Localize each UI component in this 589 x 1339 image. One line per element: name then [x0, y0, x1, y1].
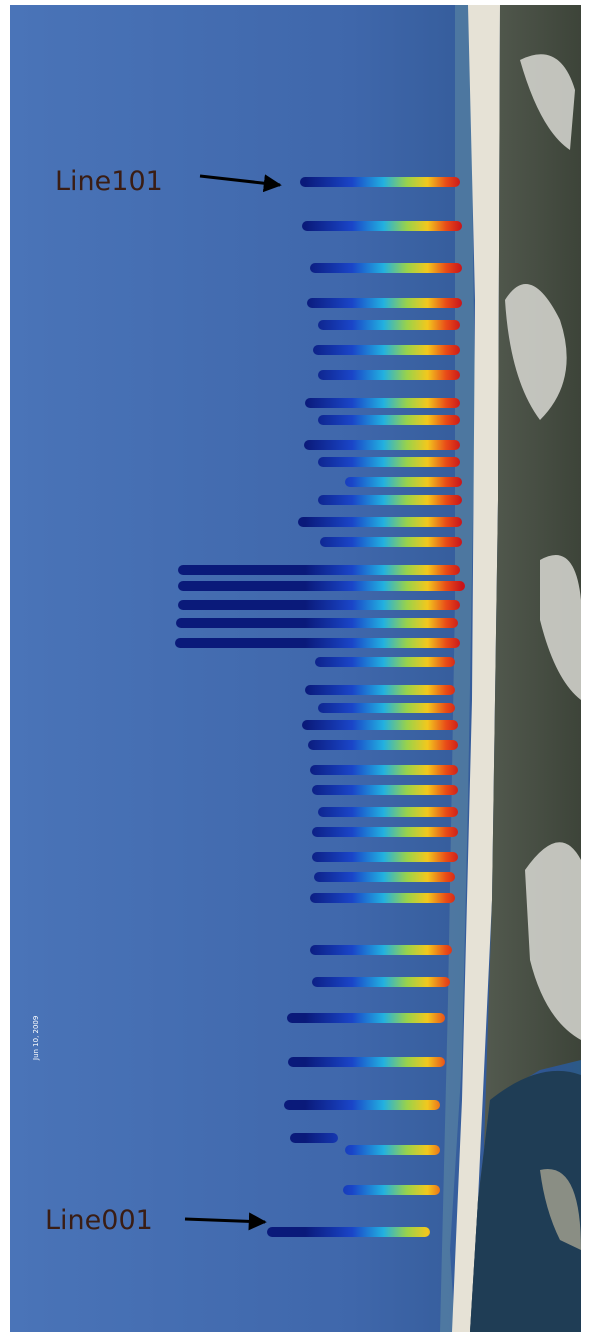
survey-line	[314, 872, 455, 882]
survey-line	[310, 765, 458, 775]
survey-line	[305, 685, 455, 695]
survey-line	[313, 345, 460, 355]
survey-line	[267, 1227, 430, 1237]
survey-line	[305, 398, 460, 408]
survey-line	[318, 703, 455, 713]
survey-line	[310, 945, 452, 955]
survey-line	[345, 1145, 440, 1155]
survey-line	[315, 657, 455, 667]
survey-line	[300, 177, 460, 187]
survey-line	[302, 720, 458, 730]
survey-line	[290, 1133, 338, 1143]
survey-line	[178, 600, 460, 610]
survey-line	[318, 807, 458, 817]
survey-line	[287, 1013, 445, 1023]
survey-line	[176, 618, 458, 628]
survey-line	[298, 517, 462, 527]
survey-line	[318, 457, 460, 467]
page: Line101 Line001 Jun 10, 2009 (() => { co…	[0, 0, 589, 1339]
survey-line	[288, 1057, 445, 1067]
survey-line	[304, 440, 460, 450]
survey-line	[284, 1100, 440, 1110]
survey-line	[312, 977, 450, 987]
survey-line	[318, 320, 460, 330]
line-label: Line101	[55, 166, 163, 197]
survey-line	[175, 638, 460, 648]
survey-line	[318, 370, 460, 380]
survey-line	[310, 263, 462, 273]
survey-line	[312, 852, 458, 862]
survey-line	[312, 827, 458, 837]
survey-line	[307, 298, 462, 308]
survey-line	[310, 893, 455, 903]
satellite-map: Line101 Line001 Jun 10, 2009	[0, 0, 589, 1339]
survey-line	[320, 537, 462, 547]
survey-line	[318, 415, 460, 425]
line-label: Line001	[45, 1205, 153, 1236]
survey-line	[343, 1185, 440, 1195]
survey-line	[302, 221, 462, 231]
survey-line	[308, 740, 458, 750]
survey-line	[312, 785, 458, 795]
survey-line	[178, 581, 465, 591]
date-stamp: Jun 10, 2009	[32, 1016, 40, 1061]
survey-line	[178, 565, 460, 575]
survey-line	[345, 477, 462, 487]
survey-line	[318, 495, 462, 505]
